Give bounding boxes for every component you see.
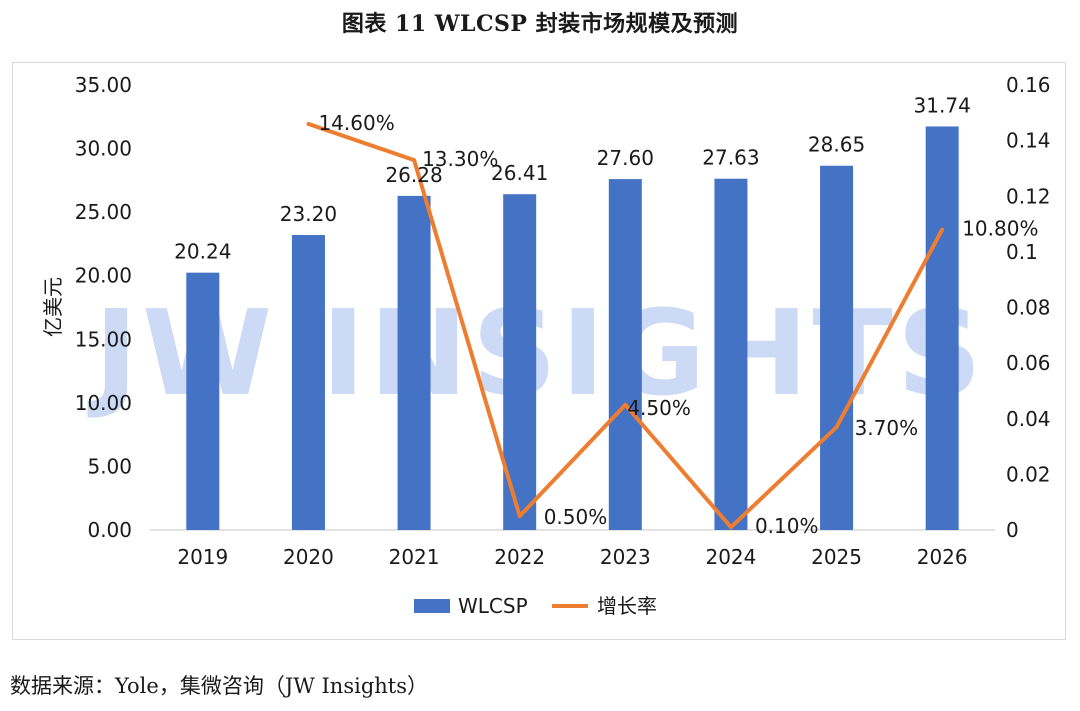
growth-rate-point bbox=[728, 525, 733, 530]
y-axis-tick-label: 15.00 bbox=[75, 327, 132, 351]
chart-title: 图表 11 WLCSP 封装市场规模及预测 bbox=[341, 11, 739, 37]
bar-value-label: 26.41 bbox=[491, 161, 548, 185]
y-axis-tick-label: 30.00 bbox=[75, 137, 132, 161]
growth-rate-label: 10.80% bbox=[962, 217, 1038, 241]
x-axis-tick-label: 2024 bbox=[705, 545, 756, 569]
y-axis-tick-label: 20.00 bbox=[75, 264, 132, 288]
y-axis-tick-label: 10.00 bbox=[75, 391, 132, 415]
x-axis-tick-label: 2026 bbox=[917, 545, 968, 569]
growth-rate-label: 14.60% bbox=[318, 111, 394, 135]
growth-rate-point bbox=[834, 425, 839, 430]
bar-wlcsp bbox=[714, 178, 748, 530]
y2-axis-tick-label: 0.04 bbox=[1006, 407, 1051, 431]
data-source-note: 数据来源：Yole，集微咨询（JW Insights） bbox=[10, 674, 428, 698]
growth-rate-label: 4.50% bbox=[627, 396, 691, 420]
x-axis-tick-label: 2020 bbox=[283, 545, 334, 569]
x-axis-tick-label: 2025 bbox=[811, 545, 862, 569]
y2-axis-tick-label: 0.06 bbox=[1006, 351, 1051, 375]
y-axis-tick-label: 0.00 bbox=[87, 518, 132, 542]
bar-value-label: 31.74 bbox=[914, 93, 971, 117]
growth-rate-label: 3.70% bbox=[855, 416, 919, 440]
y2-axis-tick-label: 0.16 bbox=[1006, 73, 1051, 97]
chart-frame bbox=[12, 62, 1066, 640]
y-axis-tick-label: 25.00 bbox=[75, 200, 132, 224]
x-axis-tick-label: 2022 bbox=[494, 545, 545, 569]
bar-wlcsp bbox=[820, 165, 854, 530]
bar-value-label: 20.24 bbox=[174, 240, 231, 264]
bar-value-label: 23.20 bbox=[280, 202, 337, 226]
bar-wlcsp bbox=[397, 195, 431, 530]
bar-value-label: 28.65 bbox=[808, 133, 865, 157]
y2-axis-tick-label: 0.12 bbox=[1006, 184, 1051, 208]
bar-wlcsp bbox=[186, 272, 220, 530]
growth-rate-label: 0.10% bbox=[755, 514, 819, 538]
y2-axis-tick-label: 0.14 bbox=[1006, 129, 1051, 153]
y-axis-tick-label: 5.00 bbox=[87, 454, 132, 478]
bar-value-label: 27.60 bbox=[597, 146, 654, 170]
x-axis-tick-label: 2019 bbox=[177, 545, 228, 569]
y-axis-label: 亿美元 bbox=[41, 277, 65, 337]
bar-wlcsp bbox=[925, 126, 959, 530]
x-axis-tick-label: 2021 bbox=[389, 545, 440, 569]
y2-axis-tick-label: 0 bbox=[1006, 518, 1019, 542]
y-axis-tick-label: 35.00 bbox=[75, 73, 132, 97]
legend-label-wlcsp: WLCSP bbox=[458, 594, 528, 618]
legend-swatch-wlcsp bbox=[414, 599, 450, 613]
growth-rate-label: 0.50% bbox=[544, 505, 608, 529]
legend-label-growth: 增长率 bbox=[597, 594, 657, 618]
growth-rate-point bbox=[623, 402, 628, 407]
y2-axis-tick-label: 0.08 bbox=[1006, 296, 1051, 320]
growth-rate-point bbox=[517, 514, 522, 519]
bar-wlcsp bbox=[291, 235, 325, 530]
growth-rate-point bbox=[940, 227, 945, 232]
bar-value-label: 26.28 bbox=[385, 163, 442, 187]
bar-value-label: 27.63 bbox=[702, 146, 759, 170]
y2-axis-tick-label: 0.1 bbox=[1006, 240, 1038, 264]
growth-rate-label: 13.30% bbox=[422, 147, 498, 171]
x-axis-tick-label: 2023 bbox=[600, 545, 651, 569]
growth-rate-point bbox=[412, 158, 417, 163]
bar-wlcsp bbox=[608, 179, 642, 531]
y2-axis-tick-label: 0.02 bbox=[1006, 462, 1051, 486]
growth-rate-point bbox=[306, 121, 311, 126]
